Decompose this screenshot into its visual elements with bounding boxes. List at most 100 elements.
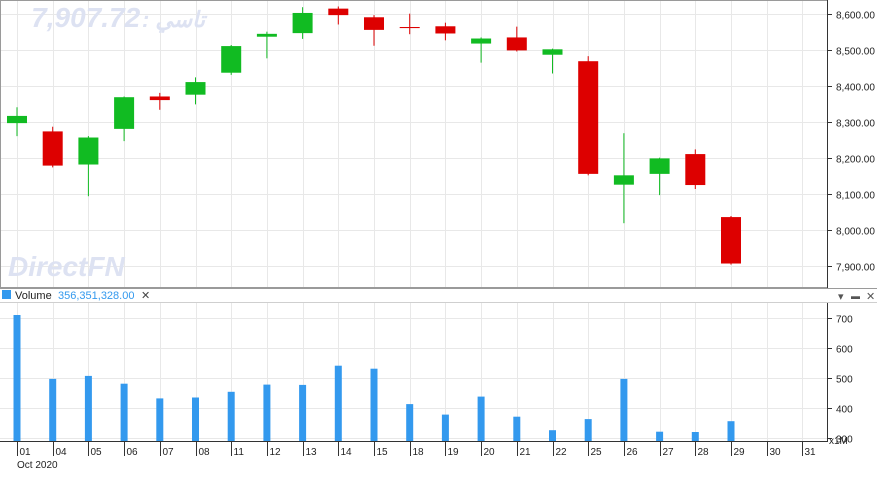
candle [292, 7, 313, 39]
close-icon[interactable]: ✕ [866, 291, 875, 303]
volume-tick-label: 700 [836, 315, 853, 326]
x-tick-label: 01 [20, 447, 32, 458]
x-tick-label: 19 [448, 447, 460, 458]
candle-body [471, 38, 492, 44]
volume-bar [334, 365, 342, 441]
x-tick-label: 08 [199, 447, 211, 458]
volume-bar [513, 416, 521, 441]
candle-body [328, 8, 349, 16]
volume-bar [727, 421, 735, 441]
volume-legend-marker [2, 290, 11, 299]
candle-body [542, 49, 563, 55]
candle [78, 136, 99, 197]
volume-bar [84, 375, 92, 441]
x-tick-label: 11 [234, 447, 245, 458]
x-tick-label: 25 [591, 447, 603, 458]
volume-bar [656, 431, 664, 441]
volume-tick-label: 600 [836, 345, 853, 356]
volume-bar [477, 396, 485, 441]
candle-body [721, 217, 741, 264]
index-watermark: تاسي : 7,907.72 [31, 2, 208, 33]
candle-body [364, 17, 384, 30]
volume-bar [227, 391, 235, 441]
volume-tick-label: 300 [836, 435, 853, 446]
x-tick-label: 05 [91, 447, 103, 458]
volume-bar [584, 419, 592, 441]
volume-bar [441, 414, 449, 441]
candle [613, 133, 634, 224]
candle [578, 56, 599, 176]
candle [542, 48, 563, 74]
collapse-icon[interactable]: ▾ [838, 291, 844, 303]
volume-bar [192, 397, 199, 441]
x-tick-label: 06 [127, 447, 139, 458]
price-tick-label: 8,400.00 [836, 83, 875, 94]
minimize-icon[interactable]: ▬ [851, 291, 860, 301]
candle-body [42, 131, 63, 166]
candle [114, 96, 135, 142]
candle-body [7, 115, 27, 124]
volume-legend-close-button[interactable]: ✕ [141, 290, 150, 302]
volume-bar [263, 384, 271, 441]
candle-body [649, 158, 670, 174]
volume-pane-controls: ▾ ▬ ✕ [838, 291, 875, 303]
volume-legend-value: 356,351,328.00 [58, 290, 134, 302]
candle [328, 6, 349, 25]
volume-bar [13, 315, 21, 441]
x-tick-label: 04 [56, 447, 68, 458]
candle [221, 45, 242, 75]
x-tick-label: 20 [484, 447, 496, 458]
x-tick-label: 31 [805, 447, 817, 458]
x-tick-label: 15 [377, 447, 389, 458]
candlestick-series [7, 6, 741, 265]
candle-body [399, 27, 420, 29]
month-label: Oct 2020 [17, 460, 58, 471]
candle [649, 157, 670, 196]
candle-body [256, 33, 277, 37]
x-tick-label: 26 [627, 447, 639, 458]
candle-body [185, 82, 206, 95]
x-tick-label: 29 [734, 447, 746, 458]
price-tick-label: 8,500.00 [836, 47, 875, 58]
x-tick-label: 27 [663, 447, 675, 458]
candle [399, 13, 420, 35]
volume-unit-label: x1M [829, 436, 848, 447]
candle-body [149, 96, 170, 101]
candle [185, 77, 206, 105]
candle [506, 26, 527, 52]
candle [435, 22, 456, 41]
candle-body [114, 97, 135, 129]
price-tick-label: 7,900.00 [836, 263, 875, 274]
volume-legend-label: Volume [15, 290, 52, 302]
volume-y-axis: 300 400 500 600 700 [827, 315, 853, 446]
volume-bar [299, 384, 307, 441]
candle-body [578, 61, 599, 174]
x-tick-label: 12 [270, 447, 282, 458]
x-tick-label: 14 [341, 447, 353, 458]
price-y-axis: 7,900.00 8,000.00 8,100.00 8,200.00 8,300.00… [827, 0, 875, 288]
x-tick-label: 30 [770, 447, 782, 458]
price-tick-label: 8,600.00 [836, 11, 875, 22]
volume-bar [49, 378, 57, 441]
x-tick-label: 13 [306, 447, 318, 458]
volume-bar [120, 383, 128, 441]
price-tick-label: 8,100.00 [836, 191, 875, 202]
price-tick-label: 8,200.00 [836, 155, 875, 166]
x-tick-label: 18 [413, 447, 425, 458]
index-value: 7,907.72 [31, 2, 140, 33]
volume-tick-label: 500 [836, 375, 853, 386]
candle [42, 126, 63, 168]
candle [256, 31, 277, 59]
candle-body [435, 26, 456, 34]
candle [364, 15, 384, 46]
candle-body [292, 12, 313, 34]
candle-body [613, 175, 634, 185]
volume-bar [620, 378, 628, 441]
brand-watermark: DirectFN [8, 251, 125, 282]
candle [721, 216, 741, 265]
price-grid [0, 1, 827, 287]
price-tick-label: 8,300.00 [836, 119, 875, 130]
volume-bar [156, 398, 164, 441]
candle-body [685, 154, 706, 186]
